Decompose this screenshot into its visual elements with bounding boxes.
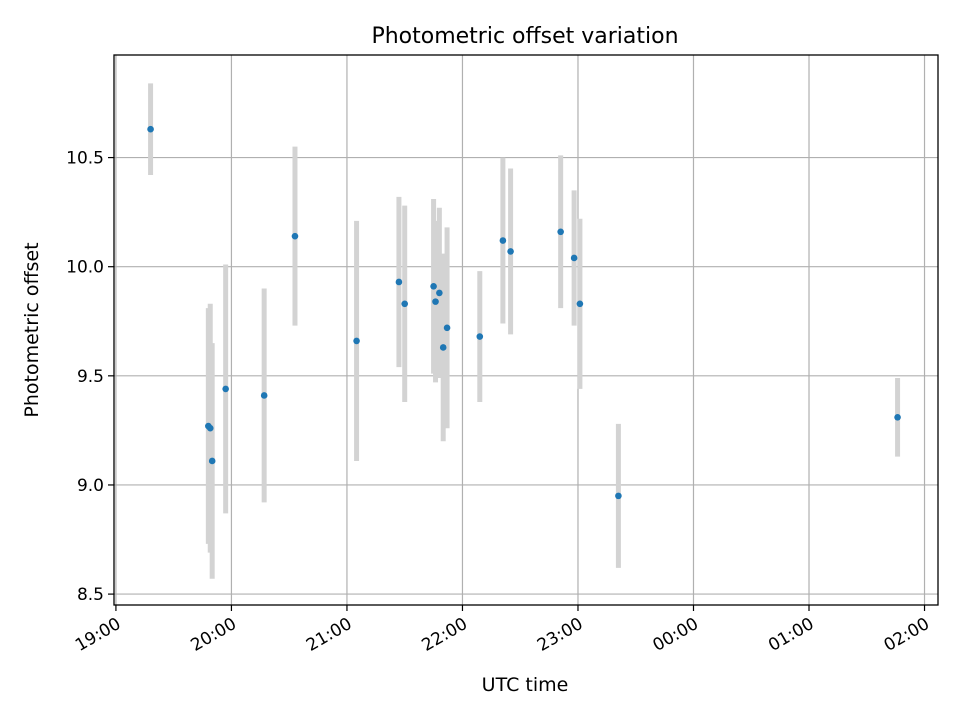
- data-point: [430, 283, 437, 290]
- data-point: [291, 232, 299, 240]
- data-point: [439, 344, 447, 351]
- data-point: [432, 298, 439, 305]
- y-tick-label: 9.0: [77, 476, 104, 496]
- plot-frame: [113, 54, 939, 606]
- data-point: [206, 424, 214, 432]
- data-point: [353, 337, 360, 345]
- y-tick-label: 8.5: [77, 585, 104, 605]
- data-point: [401, 300, 409, 308]
- data-point: [615, 492, 622, 500]
- data-point: [894, 414, 901, 421]
- data-point: [507, 248, 514, 255]
- data-points: [147, 125, 901, 500]
- y-tick-label: 10.0: [66, 258, 104, 278]
- data-point: [443, 324, 451, 332]
- x-axis-label: UTC time: [482, 674, 569, 696]
- y-tick-label: 9.5: [77, 367, 104, 387]
- y-axis-ticks: 8.5 9.0 9.5 10.0 10.5: [66, 149, 114, 605]
- data-point: [557, 228, 564, 236]
- data-point: [395, 278, 403, 286]
- y-tick-label: 10.5: [66, 149, 104, 169]
- grid-lines: [114, 55, 938, 605]
- data-point: [222, 385, 229, 393]
- data-point: [570, 254, 578, 262]
- y-axis-label: Photometric offset: [21, 242, 43, 417]
- data-point: [208, 457, 216, 465]
- data-point: [476, 333, 484, 340]
- data-point: [436, 289, 443, 297]
- data-point: [499, 237, 507, 244]
- data-point: [576, 300, 584, 308]
- chart-title: Photometric offset variation: [371, 24, 678, 49]
- data-point: [147, 125, 154, 133]
- data-point: [260, 392, 268, 399]
